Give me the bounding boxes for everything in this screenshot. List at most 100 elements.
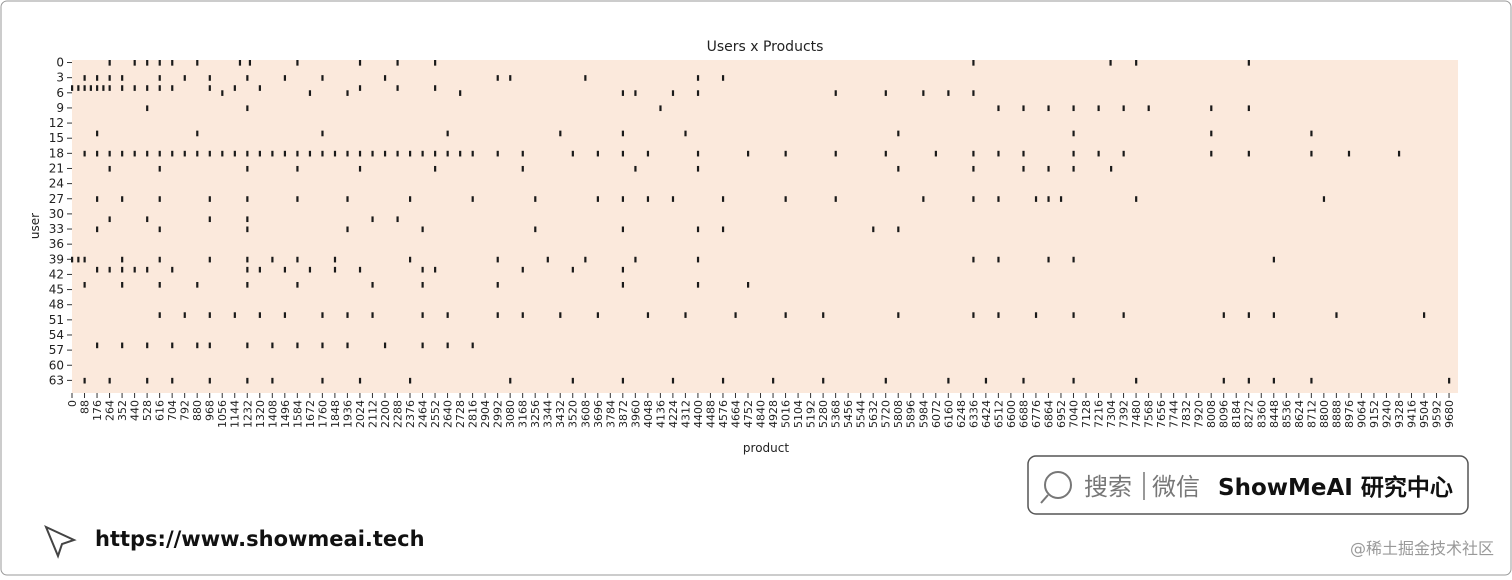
cell	[897, 165, 900, 172]
x-tick-label: 3960	[629, 400, 642, 428]
cell	[1335, 312, 1338, 318]
cell	[1047, 165, 1050, 172]
cell	[1047, 196, 1050, 202]
cell	[246, 150, 249, 157]
x-tick-label: 8184	[1230, 400, 1243, 428]
cell	[772, 377, 775, 384]
cell	[158, 312, 161, 318]
x-tick-label: 9152	[1368, 400, 1381, 428]
cell	[158, 165, 161, 172]
x-tick-label: 0	[66, 400, 79, 407]
cell	[972, 165, 975, 172]
cell	[496, 75, 499, 81]
cell	[121, 196, 124, 202]
cell	[96, 342, 99, 349]
y-tick-label: 18	[49, 146, 64, 160]
cell	[1397, 150, 1401, 157]
cell	[208, 312, 211, 318]
cell	[296, 150, 299, 157]
cell	[446, 312, 449, 318]
cell	[409, 377, 412, 384]
cell	[659, 105, 662, 112]
x-tick-label: 7832	[1180, 400, 1193, 428]
cell	[208, 75, 211, 81]
cell	[409, 196, 412, 202]
cell	[346, 196, 349, 202]
cell	[171, 342, 174, 349]
x-tick-label: 9416	[1405, 400, 1418, 428]
cell	[997, 256, 1000, 263]
cell	[1110, 165, 1113, 172]
cell	[421, 342, 424, 349]
cell	[283, 150, 287, 157]
cell	[396, 150, 399, 157]
x-tick-label: 9504	[1418, 400, 1431, 428]
cell	[183, 75, 186, 81]
cell	[434, 266, 437, 273]
x-tick-label: 2288	[391, 400, 404, 428]
x-tick-label: 7304	[1105, 400, 1118, 428]
y-axis-label: user	[28, 213, 42, 239]
cell	[696, 75, 700, 81]
cell	[246, 342, 249, 349]
cell	[121, 282, 124, 288]
x-tick-label: 5104	[792, 400, 805, 428]
cell	[296, 60, 299, 66]
cell	[308, 150, 312, 157]
cell	[121, 85, 124, 91]
cell	[521, 266, 524, 273]
cell	[258, 266, 261, 273]
x-tick-label: 2816	[467, 400, 480, 428]
cell	[571, 266, 574, 273]
x-tick-label: 2112	[366, 400, 379, 428]
cell	[1109, 60, 1112, 66]
x-tick-label: 5280	[817, 400, 830, 428]
cell	[1310, 130, 1313, 137]
cell	[984, 377, 988, 384]
x-axis-label: product	[743, 441, 789, 455]
cell	[258, 312, 261, 318]
x-tick-label: 6512	[992, 400, 1005, 428]
cell	[922, 196, 925, 202]
watermark-search: 搜索	[1084, 473, 1132, 501]
cell	[321, 312, 324, 318]
cell	[784, 312, 787, 318]
x-tick-label: 1232	[241, 400, 254, 428]
cell	[521, 312, 524, 318]
cell	[1135, 377, 1138, 384]
cell	[997, 196, 1000, 202]
cell	[271, 256, 274, 263]
cell	[248, 60, 252, 66]
cell	[108, 85, 111, 91]
cell	[584, 75, 587, 81]
cell	[471, 342, 474, 349]
cell	[283, 75, 287, 81]
x-tick-label: 6248	[955, 400, 968, 428]
cell	[108, 377, 111, 384]
cell	[459, 150, 462, 157]
cell	[1272, 377, 1275, 384]
x-tick-label: 7656	[1155, 400, 1168, 428]
x-tick-label: 5632	[867, 400, 880, 428]
x-tick-label: 4840	[755, 400, 768, 428]
cell	[246, 75, 249, 81]
y-tick-label: 42	[49, 267, 64, 281]
cell	[1135, 196, 1138, 202]
cell	[296, 256, 299, 263]
cell	[1222, 312, 1225, 318]
x-tick-label: 5192	[805, 400, 818, 428]
x-tick-label: 3872	[617, 400, 630, 428]
cell	[884, 377, 887, 384]
cell	[346, 342, 349, 349]
cell	[121, 150, 124, 157]
cell	[108, 266, 111, 273]
cell	[1072, 165, 1075, 172]
x-tick-label: 9592	[1431, 400, 1444, 428]
cell	[1310, 150, 1313, 157]
cell	[308, 90, 312, 96]
x-tick-label: 968	[204, 400, 217, 421]
cell	[584, 256, 587, 263]
cell	[621, 130, 625, 137]
cell	[972, 196, 975, 202]
cell	[358, 165, 362, 172]
